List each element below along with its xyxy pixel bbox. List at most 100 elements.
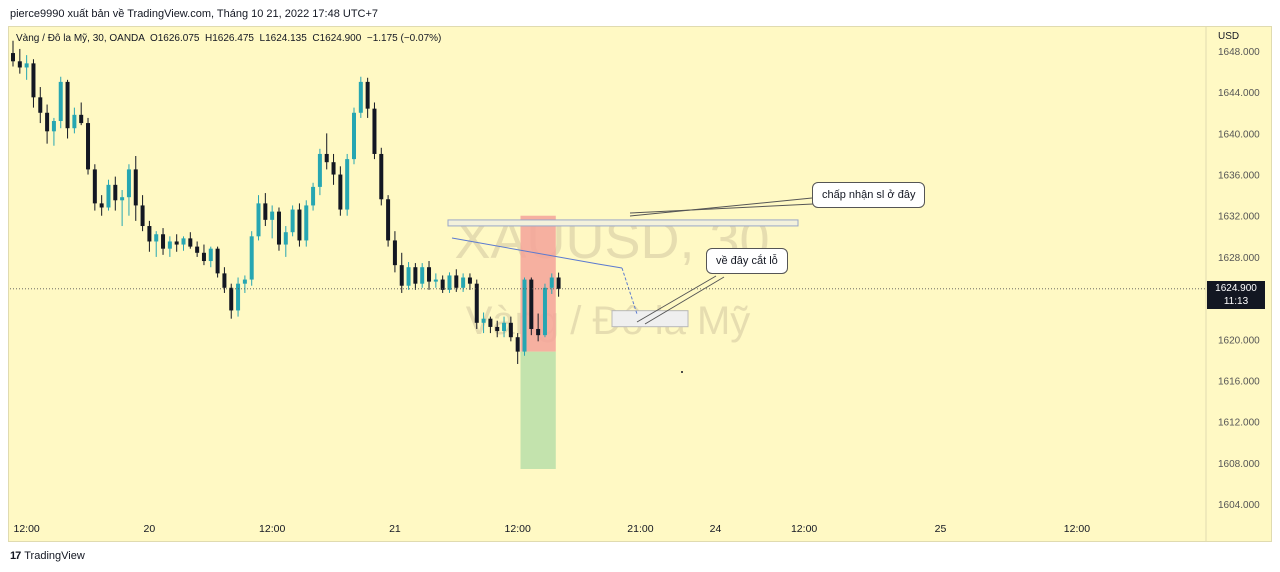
trend-line [451,237,599,265]
candle-body [126,169,131,198]
candle-body [522,279,527,352]
candle-body [31,63,36,98]
candle-body [399,265,404,286]
time-tick-label: 20 [144,523,156,535]
legend-close: C1624.900 [312,33,362,44]
candle-body [495,326,500,332]
candle-body [120,197,125,201]
candle-body [215,248,220,274]
candle-body [461,277,466,288]
candle-body [297,209,302,241]
candle-body [270,211,275,220]
callout-cut-loss-pointer-2 [644,276,725,325]
candle-body [502,322,507,332]
callout-accept-sl-pointer-2 [629,203,814,214]
candle-body [24,63,29,68]
candle-body [154,234,159,242]
candle-body [338,174,343,210]
candle-body [317,153,322,187]
candle-body [106,184,111,208]
candle-body [167,241,172,249]
candle-body [174,241,179,245]
price-tick-label: 1632.000 [1218,212,1260,223]
candle-body [99,203,104,208]
candle-body [536,328,541,336]
price-tick-label: 1616.000 [1218,376,1260,387]
time-tick-label: 12:00 [505,523,531,535]
candle-body [65,81,70,129]
current-price-tag: 1624.900 11:13 [1207,281,1265,309]
candle-body [413,267,418,284]
tradingview-logo[interactable]: 17 TradingView [10,550,85,562]
price-tick-label: 1628.000 [1218,253,1260,264]
publisher-line: pierce9990 xuất bản về TradingView.com, … [10,8,379,20]
candle-body [242,279,247,284]
price-axis-currency: USD [1218,31,1239,42]
time-tick-label: 12:00 [1064,523,1090,535]
candle-body [508,322,513,338]
chart-dot [681,371,683,373]
candle-body [58,81,63,122]
candle-body [447,275,452,290]
legend-open: O1626.075 [149,33,200,44]
candle-body [331,162,336,175]
time-tick-label: 24 [710,523,722,535]
watermark-name: Vàng / Đô la Mỹ [466,299,751,343]
callout-cut-loss[interactable]: về đây cắt lỗ [706,248,788,274]
candle-body [222,273,227,288]
tradingview-logo-icon: 17 [10,550,21,562]
candle-body [433,279,438,282]
time-tick-label: 12:00 [259,523,285,535]
candle-body [467,277,472,284]
tradingview-brand: TradingView [24,550,85,562]
candle-body [283,232,288,245]
candle-body [290,209,295,233]
price-tick-label: 1644.000 [1218,88,1260,99]
legend-high: H1626.475 [205,33,254,44]
symbol-description[interactable]: Vàng / Đô la Mỹ, 30, OANDA [16,33,145,44]
candle-body [324,153,329,163]
candle-body [72,114,77,129]
candle-body [379,153,384,200]
price-tick-label: 1620.000 [1218,335,1260,346]
candle-body [311,186,316,206]
candle-body [38,97,43,113]
candle-body [529,279,534,329]
candle-body [358,81,363,113]
candle-body [92,169,97,204]
candle-body [195,246,200,253]
time-tick-label: 12:00 [13,523,39,535]
candle-body [488,318,493,327]
candle-body [542,287,547,336]
candle-body [79,114,84,124]
candle-body [365,81,370,109]
callout-accept-sl[interactable]: chấp nhận sl ở đây [812,182,926,208]
candle-body [201,252,206,262]
candle-body [406,267,411,286]
candle-body [140,205,145,227]
time-tick-label: 21 [389,523,401,535]
candle-body [345,159,350,210]
price-tick-label: 1608.000 [1218,459,1260,470]
candle-body [481,318,486,323]
take-profit-zone [520,351,556,469]
candle-body [440,279,445,290]
callout-cut-loss-pointer [636,275,717,323]
price-tick-label: 1612.000 [1218,418,1260,429]
time-tick-label: 21:00 [627,523,653,535]
candle-body [86,123,91,170]
candle-body [276,211,281,245]
price-tick-label: 1636.000 [1218,171,1260,182]
candle-body [45,112,50,132]
price-tick-label: 1604.000 [1218,500,1260,511]
candle-body [556,277,561,289]
chart-frame[interactable] [8,26,1272,542]
current-price-value: 1624.900 [1215,283,1257,294]
candle-body [113,184,118,201]
callout-accept-sl-pointer [629,197,813,217]
candle-body [392,240,397,266]
candle-body [236,283,241,311]
candle-body [386,199,391,241]
candle-body [11,53,15,62]
